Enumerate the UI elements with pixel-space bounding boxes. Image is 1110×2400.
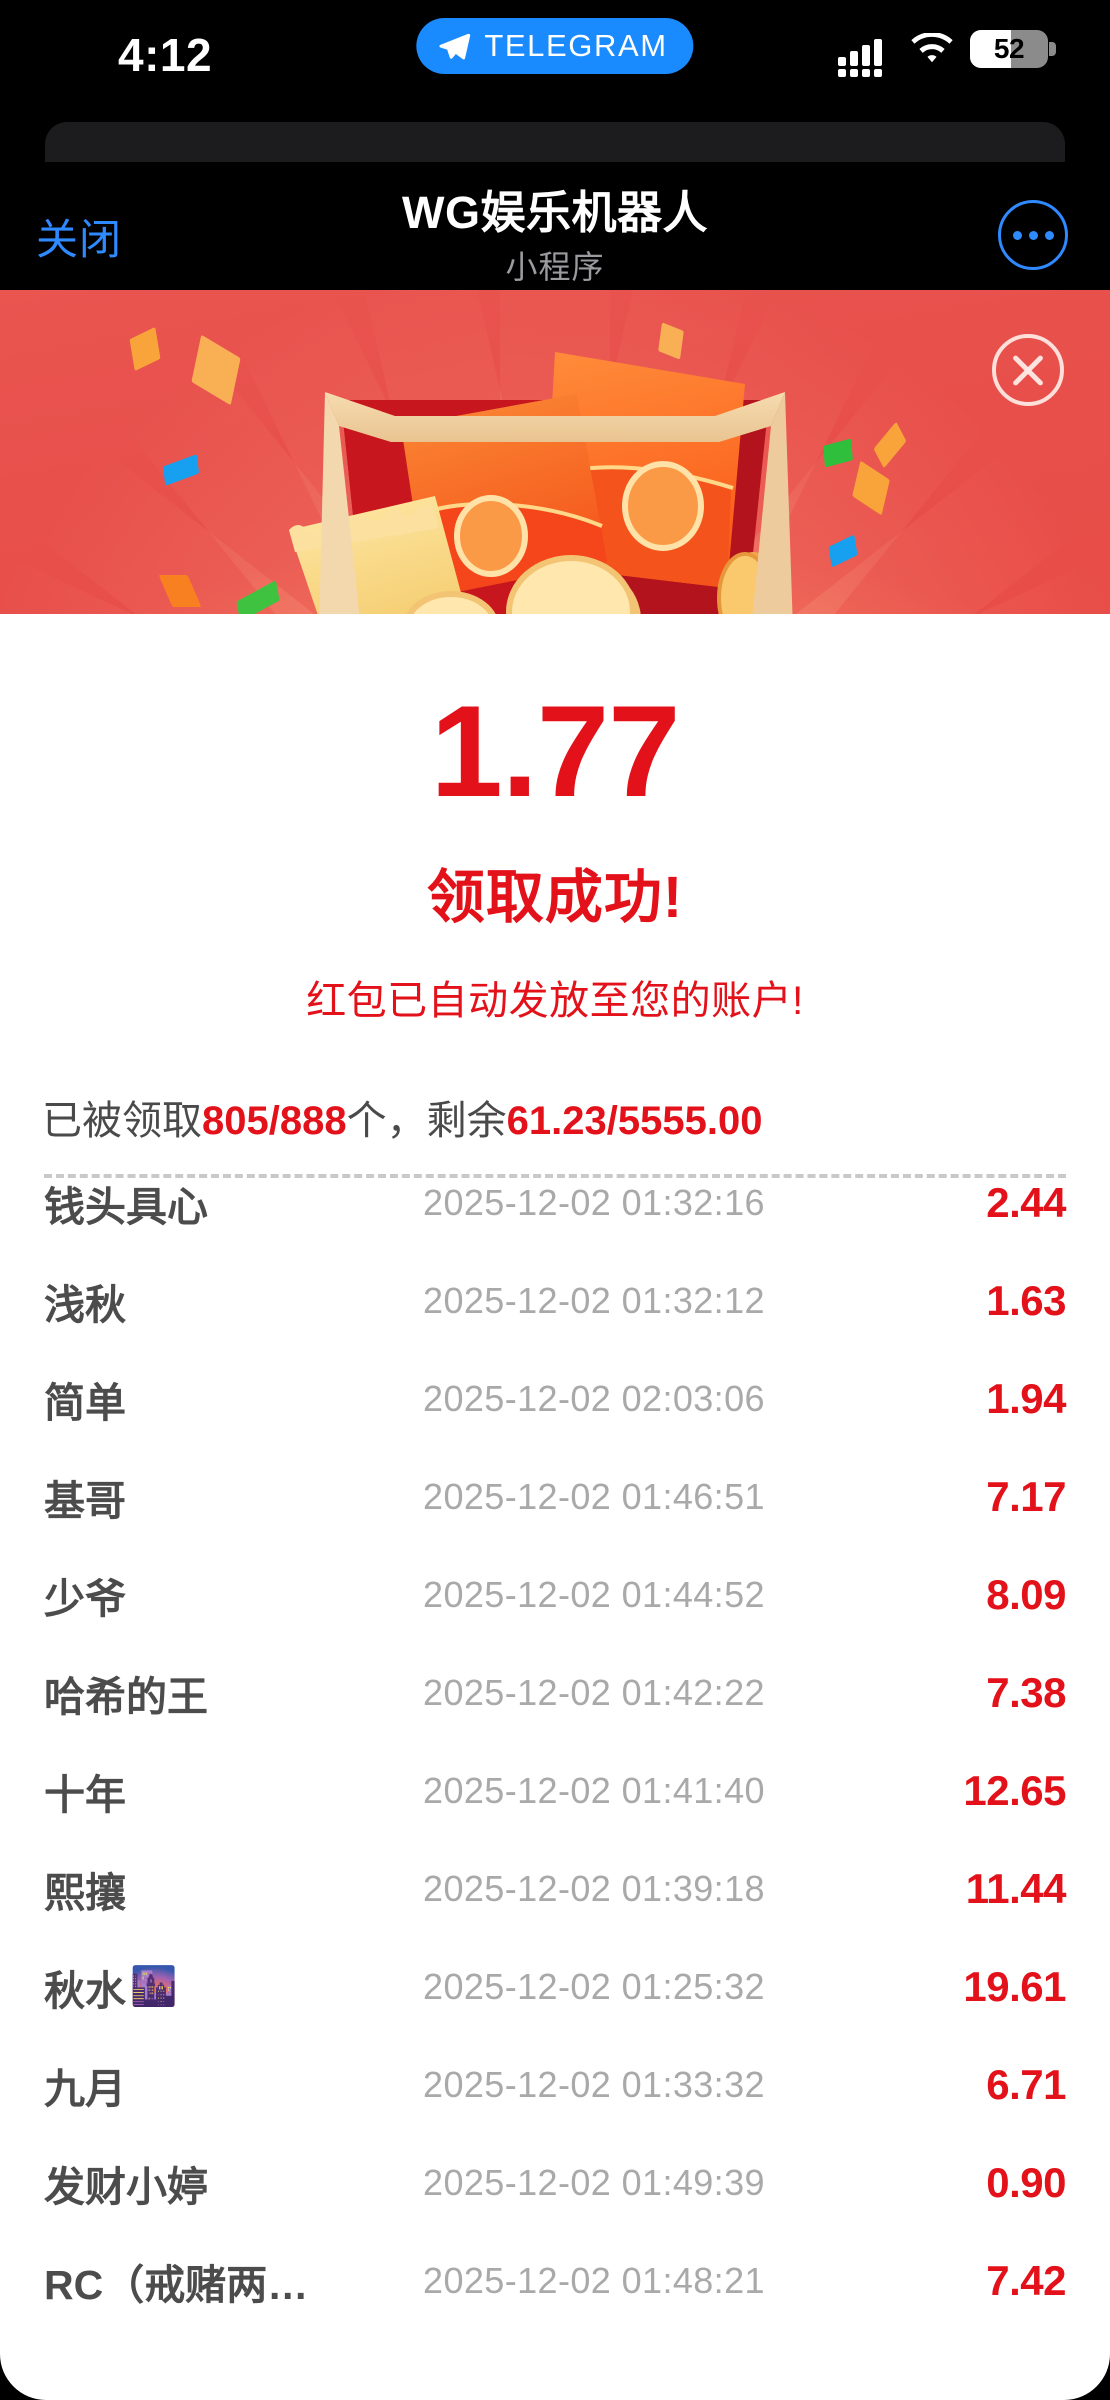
claimed-amount: 1.77 <box>430 678 680 824</box>
claim-row-name: 浅秋 <box>44 1282 126 1328</box>
claim-row[interactable]: RC（戒赌两… 2025-12-02 01:48:21 7.42 <box>44 2232 1067 2330</box>
claim-row-name: 九月 <box>44 2066 126 2112</box>
app-title-group: WG娱乐机器人 小程序 <box>205 187 905 288</box>
claim-row[interactable]: 发财小婷 2025-12-02 01:49:39 0.90 <box>44 2134 1067 2232</box>
claim-row-name: 基哥 <box>44 1478 126 1524</box>
claim-row-amount: 1.94 <box>986 1375 1066 1422</box>
claim-row-time: 2025-12-02 01:32:12 <box>423 1280 765 1321</box>
claim-row-amount: 8.09 <box>986 1571 1066 1618</box>
claim-row-amount: 1.63 <box>986 1277 1066 1324</box>
claim-row[interactable]: 少爷 2025-12-02 01:44:52 8.09 <box>44 1546 1067 1644</box>
claim-row-time: 2025-12-02 01:42:22 <box>423 1672 765 1713</box>
claim-row-amount: 11.44 <box>965 1865 1067 1912</box>
battery-icon: 52 <box>970 30 1056 68</box>
page-title: WG娱乐机器人 <box>402 187 708 238</box>
telegram-pill[interactable]: TELEGRAM <box>416 18 694 74</box>
claim-row[interactable]: 简单 2025-12-02 02:03:06 1.94 <box>44 1350 1067 1448</box>
claim-row-name: 十年 <box>44 1772 126 1818</box>
claim-row-time: 2025-12-02 01:44:52 <box>423 1574 765 1615</box>
claim-row-amount: 7.38 <box>986 1669 1066 1716</box>
claim-stats: 已被领取805/888个，剩余61.23/5555.00 <box>0 1088 1110 1146</box>
claim-row-amount: 2.44 <box>986 1179 1066 1226</box>
close-button[interactable]: 关闭 <box>36 216 123 263</box>
claim-row[interactable]: 哈希的王 2025-12-02 01:42:22 7.38 <box>44 1644 1067 1742</box>
claim-row[interactable]: 熙攘 2025-12-02 01:39:18 11.44 <box>44 1840 1067 1938</box>
claim-row-name: 钱头具心 <box>44 1184 208 1230</box>
wifi-icon <box>911 33 953 63</box>
mini-app-card: 1.77 领取成功! 红包已自动发放至您的账户! 已被领取805/888个，剩余… <box>0 290 1110 2400</box>
app-header: 关闭 WG娱乐机器人 小程序 <box>0 162 1110 290</box>
sheet-grabber[interactable] <box>45 122 1065 162</box>
claim-row-time: 2025-12-02 01:25:32 <box>423 1966 765 2007</box>
claim-row-amount: 7.17 <box>986 1473 1066 1520</box>
dashed-divider <box>44 1174 1066 1178</box>
status-indicators: 52 <box>838 30 1056 77</box>
claim-row-name: 哈希的王 <box>44 1674 208 1720</box>
claim-list[interactable]: 钱头具心 2025-12-02 01:32:16 2.44 浅秋 2025-12-02 … <box>0 1178 1110 2358</box>
battery-percent: 52 <box>993 33 1025 64</box>
stats-slash-1: / <box>268 1099 280 1143</box>
claim-row-amount: 19.61 <box>963 1963 1066 2010</box>
claim-row[interactable]: 浅秋 2025-12-02 01:32:12 1.63 <box>44 1252 1067 1350</box>
stats-prefix: 已被领取 <box>42 1099 202 1143</box>
claim-row-time: 2025-12-02 01:41:40 <box>423 1770 765 1811</box>
success-title: 领取成功! <box>426 865 684 930</box>
claim-row-time: 2025-12-02 01:48:21 <box>423 2260 765 2301</box>
claim-row-time: 2025-12-02 01:49:39 <box>423 2162 765 2203</box>
claim-row[interactable]: 秋水 🌆 2025-12-02 01:25:32 19.61 <box>44 1938 1067 2036</box>
success-note: 红包已自动发放至您的账户! <box>306 979 804 1023</box>
claim-row-time: 2025-12-02 01:32:16 <box>423 1182 765 1223</box>
claim-row-time: 2025-12-02 01:39:18 <box>423 1868 765 1909</box>
stats-middle: 个，剩余 <box>346 1099 507 1143</box>
stats-remaining: 61.23 <box>506 1099 607 1143</box>
telegram-pill-label: TELEGRAM <box>484 27 668 63</box>
hero-banner <box>0 290 1110 614</box>
status-time: 4:12 <box>118 29 213 81</box>
claim-row-name: RC（戒赌两… <box>44 2262 309 2308</box>
claim-row-amount: 6.71 <box>986 2061 1066 2108</box>
claim-row-time: 2025-12-02 01:33:32 <box>423 2064 765 2105</box>
claim-row[interactable]: 钱头具心 2025-12-02 01:32:16 2.44 <box>44 1178 1067 1252</box>
status-bar: 4:12 TELEGRAM 52 <box>0 0 1110 100</box>
claim-row[interactable]: 基哥 2025-12-02 01:46:51 7.17 <box>44 1448 1067 1546</box>
page-subtitle: 小程序 <box>505 249 605 286</box>
stats-pool: 5555.00 <box>617 1099 763 1143</box>
claim-row-amount: 0.90 <box>986 2159 1066 2206</box>
stats-claimed: 805 <box>202 1099 269 1143</box>
telegram-plane-icon <box>439 33 471 60</box>
close-circle-icon[interactable] <box>992 334 1064 406</box>
claim-row-name: 少爷 <box>44 1576 126 1622</box>
claim-row-amount: 7.42 <box>986 2257 1066 2304</box>
stats-slash-2: / <box>606 1099 618 1143</box>
claim-row-time: 2025-12-02 02:03:06 <box>423 1378 765 1419</box>
claim-row-name: 熙攘 <box>44 1870 126 1916</box>
claim-row-name: 发财小婷 <box>44 2164 208 2210</box>
claim-row[interactable]: 九月 2025-12-02 01:33:32 6.71 <box>44 2036 1067 2134</box>
stats-total: 888 <box>279 1099 347 1143</box>
claim-row[interactable]: 十年 2025-12-02 01:41:40 12.65 <box>44 1742 1067 1840</box>
claim-row-name: 简单 <box>44 1380 126 1426</box>
claim-row-time: 2025-12-02 01:46:51 <box>423 1476 765 1517</box>
claim-row-name: 秋水 🌆 <box>44 1966 178 2014</box>
red-envelope-illustration <box>289 352 793 614</box>
claim-row-emoji: 🌆 <box>130 1966 178 2008</box>
cellular-bars-icon <box>838 32 894 77</box>
claim-row-amount: 12.65 <box>963 1767 1066 1814</box>
ellipsis-icon[interactable] <box>998 200 1068 270</box>
